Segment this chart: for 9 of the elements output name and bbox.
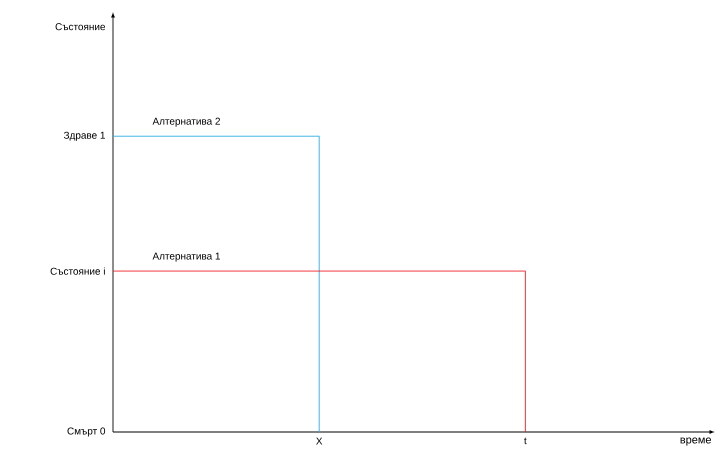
text: Състояние i [50, 267, 105, 275]
series-label: Алтернатива 2 [152, 118, 220, 127]
x-tick-label: X [316, 438, 322, 444]
x-tick-label: t [524, 438, 527, 444]
text: време [680, 438, 711, 446]
text: Състояние [56, 23, 106, 30]
text: Здраве 1 [64, 132, 105, 141]
series-label: Алтернатива 1 [152, 252, 220, 262]
text: Смърт 0 [68, 427, 106, 437]
